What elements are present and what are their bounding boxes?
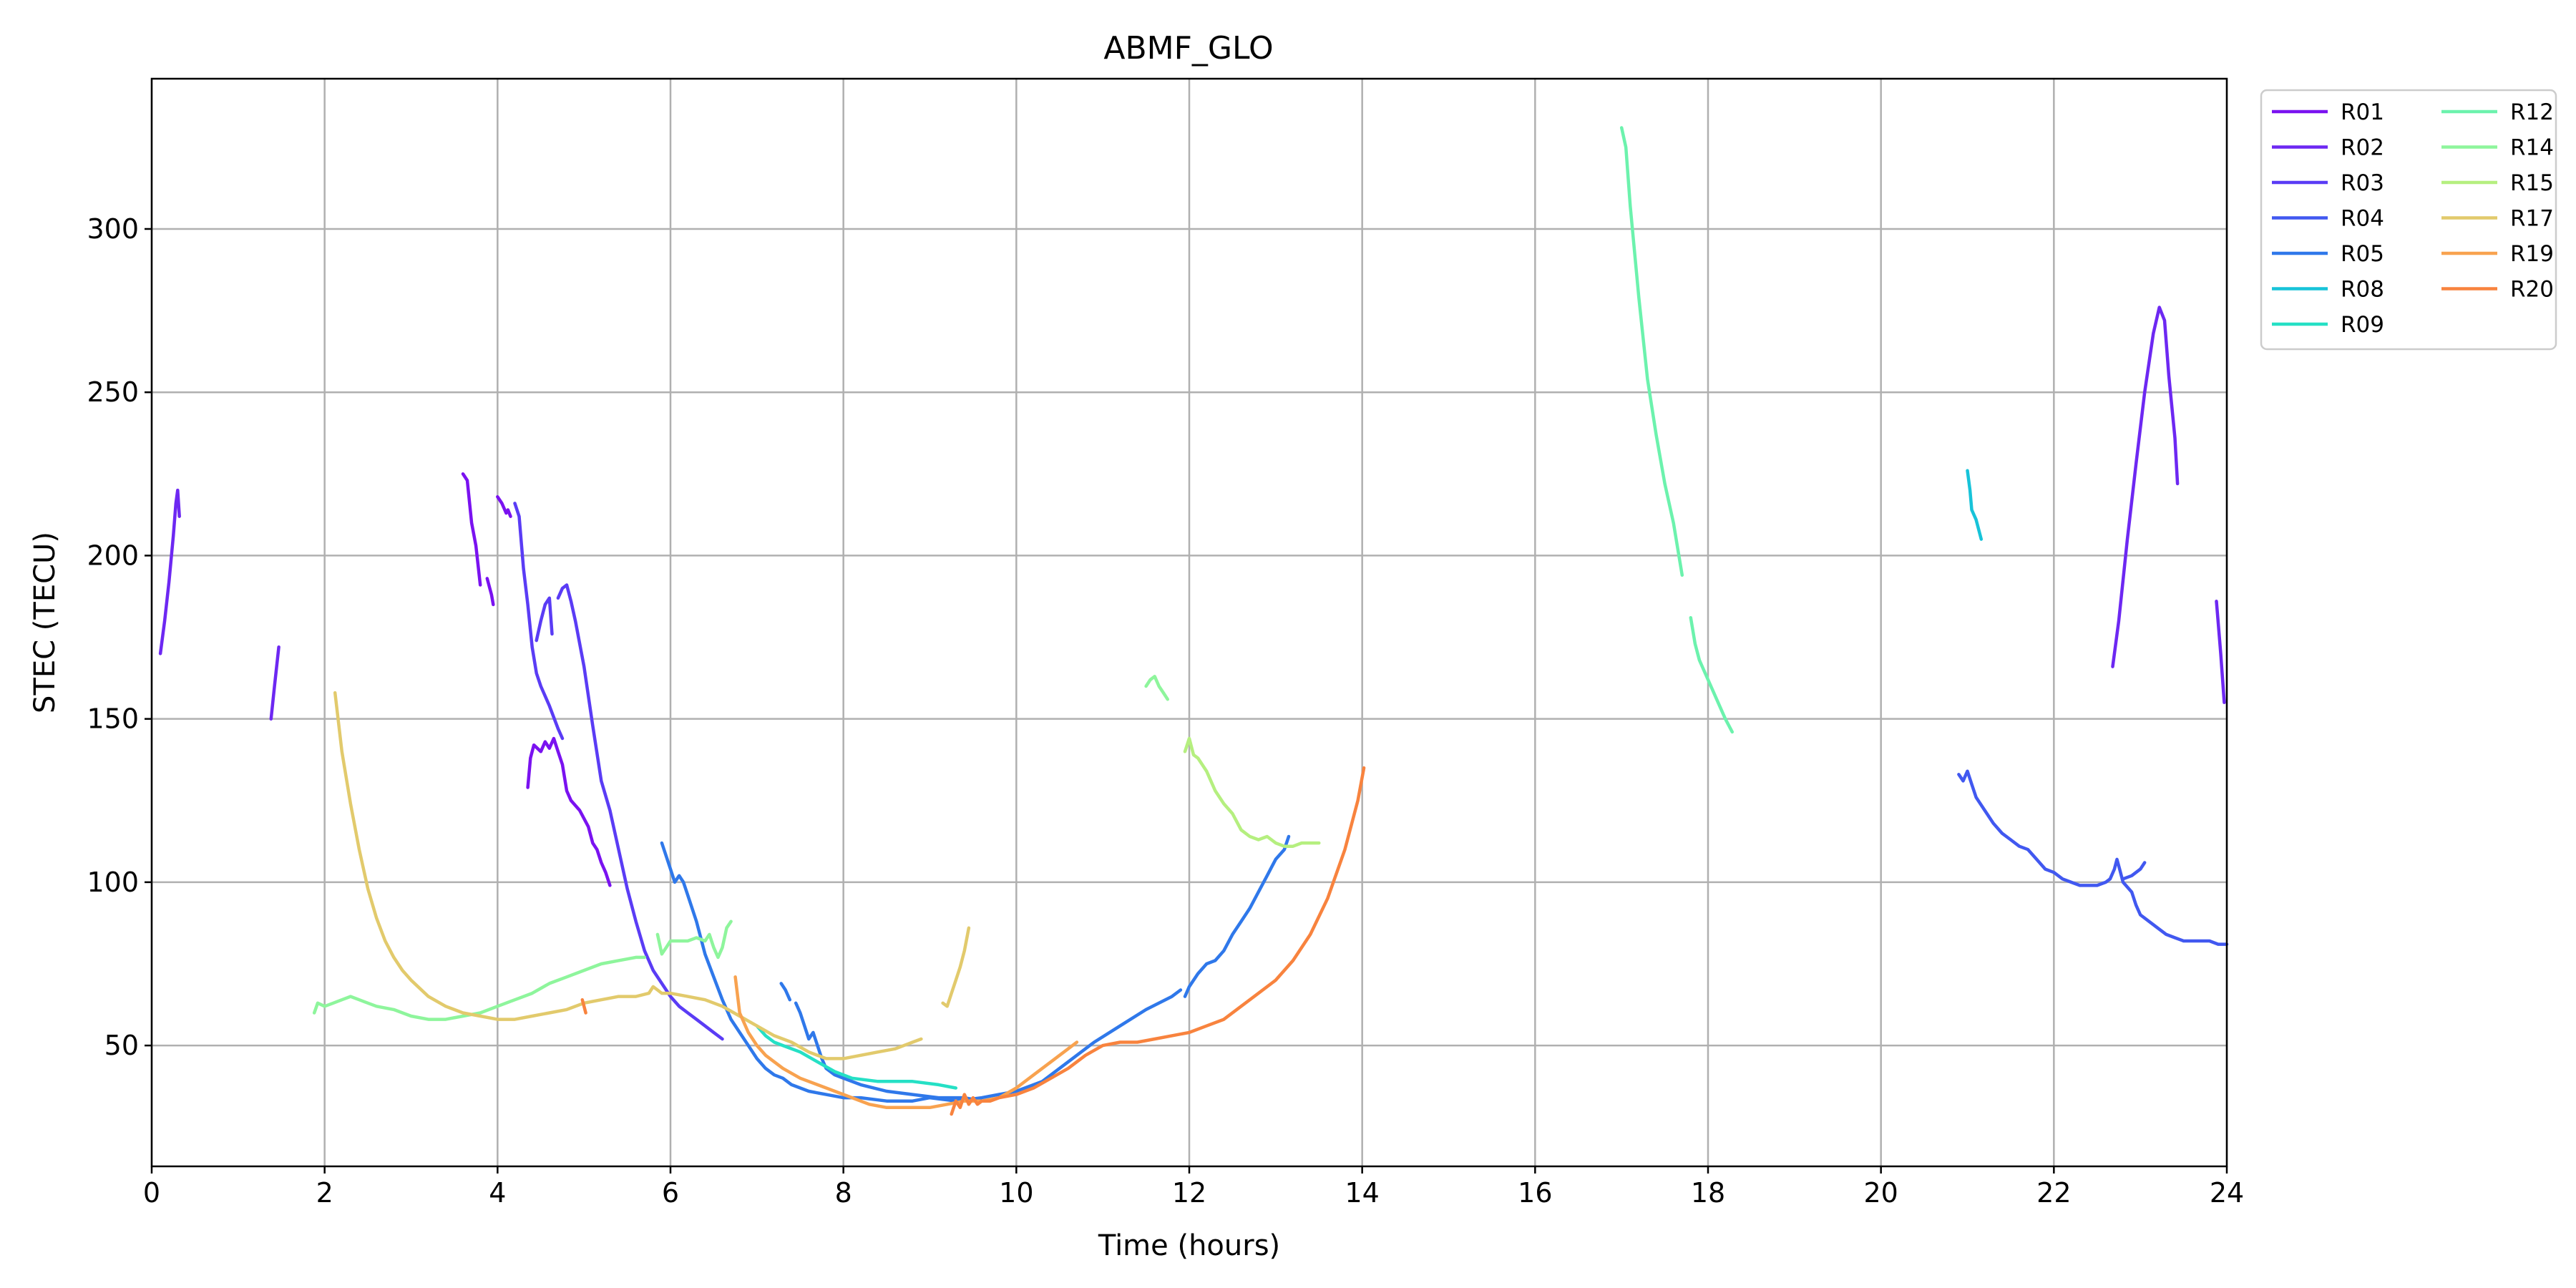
x-axis-ticks: 0 2 4 6 8 10 12 14 16 18 20 22 24 <box>143 1166 2244 1209</box>
legend-item-r02: R02 <box>2272 135 2384 161</box>
series-r03 <box>513 502 724 1041</box>
series-line-segment <box>2111 306 2180 668</box>
legend-item-r14: R14 <box>2441 135 2554 161</box>
x-tick-label: 8 <box>835 1177 852 1209</box>
series-line-segment <box>461 472 482 587</box>
legend-label: R15 <box>2510 170 2554 196</box>
series-line-segment <box>1183 834 1291 998</box>
series-r01 <box>461 472 612 887</box>
legend-item-r09: R09 <box>2272 312 2384 338</box>
x-tick-label: 2 <box>316 1177 333 1209</box>
series-line-segment <box>733 975 1079 1110</box>
series-line-segment <box>1183 736 1321 848</box>
series-line-segment <box>1966 469 1984 541</box>
series-r19 <box>733 975 1079 1110</box>
series-line-segment <box>755 1024 958 1090</box>
series-line-segment <box>333 691 923 1060</box>
series-r08 <box>1966 469 1984 541</box>
x-tick-label: 18 <box>1691 1177 1725 1209</box>
series-r12 <box>1619 126 1735 734</box>
legend-item-r17: R17 <box>2441 206 2554 232</box>
series-line-segment <box>312 955 647 1021</box>
series-line-segment <box>660 841 1183 1103</box>
legend-label: R19 <box>2510 241 2554 267</box>
series-r04 <box>1957 769 2229 946</box>
series-r09 <box>755 1024 958 1090</box>
x-tick-label: 4 <box>489 1177 506 1209</box>
x-tick-label: 6 <box>662 1177 679 1209</box>
series-line-segment <box>158 488 181 655</box>
series-r17 <box>333 691 971 1060</box>
series-r20 <box>580 766 1366 1116</box>
legend: R01 R02 R03 R04 R05 R08 R09 R12 R14 R15 R17 R19 R20 <box>2260 89 2557 351</box>
y-tick-label: 250 <box>87 376 139 408</box>
series-r15 <box>1183 736 1321 848</box>
legend-label: R03 <box>2341 170 2384 196</box>
series-line-segment <box>513 502 565 741</box>
series-r14 <box>312 675 1170 1021</box>
y-axis-ticks: 50 100 150 200 250 300 <box>87 213 152 1061</box>
series-r02 <box>158 306 2226 721</box>
legend-label: R09 <box>2341 312 2384 338</box>
series-line-segment <box>496 495 512 518</box>
y-tick-label: 200 <box>87 540 139 571</box>
series-line-segment <box>485 577 495 607</box>
series-line-segment <box>2215 600 2226 705</box>
legend-item-r01: R01 <box>2272 99 2384 125</box>
series-line-segment <box>1957 769 2229 946</box>
legend-item-r12: R12 <box>2441 99 2554 125</box>
y-tick-label: 150 <box>87 703 139 735</box>
series-line-segment <box>1619 126 1684 577</box>
legend-item-r19: R19 <box>2441 241 2554 267</box>
legend-label: R20 <box>2510 277 2554 303</box>
y-tick-label: 50 <box>104 1030 139 1061</box>
x-tick-label: 0 <box>143 1177 160 1209</box>
x-tick-label: 10 <box>999 1177 1033 1209</box>
legend-item-r03: R03 <box>2272 170 2384 196</box>
x-tick-label: 22 <box>2036 1177 2071 1209</box>
x-tick-label: 12 <box>1172 1177 1206 1209</box>
legend-item-r04: R04 <box>2272 206 2384 232</box>
chart-title: ABMF_GLO <box>1103 30 1273 67</box>
legend-label: R14 <box>2510 135 2554 161</box>
series-line-segment <box>950 766 1366 1116</box>
legend-label: R01 <box>2341 99 2384 125</box>
series-r05 <box>660 834 1291 1103</box>
series-line-segment <box>1689 615 1735 734</box>
legend-label: R05 <box>2341 241 2384 267</box>
legend-label: R12 <box>2510 99 2554 125</box>
series-line-segment <box>535 596 554 643</box>
legend-item-r08: R08 <box>2272 277 2384 303</box>
legend-frame <box>2260 89 2557 351</box>
x-tick-label: 24 <box>2210 1177 2244 1209</box>
series-line-segment <box>941 926 971 1008</box>
series-line-segment <box>794 1001 984 1103</box>
x-axis-label: Time (hours) <box>1098 1229 1280 1262</box>
legend-label: R02 <box>2341 135 2384 161</box>
legend-item-r05: R05 <box>2272 241 2384 267</box>
series-line-segment <box>2121 861 2147 881</box>
y-tick-label: 300 <box>87 213 139 245</box>
series-line-segment <box>655 919 733 960</box>
legend-item-r20: R20 <box>2441 277 2554 303</box>
legend-label: R04 <box>2341 206 2384 232</box>
series-line-segment <box>580 997 587 1015</box>
series-lines <box>158 126 2229 1116</box>
x-tick-label: 20 <box>1863 1177 1898 1209</box>
series-line-segment <box>556 583 724 1041</box>
x-tick-label: 16 <box>1518 1177 1552 1209</box>
legend-label: R17 <box>2510 206 2554 232</box>
series-line-segment <box>526 736 612 887</box>
y-tick-label: 100 <box>87 867 139 898</box>
legend-item-r15: R15 <box>2441 170 2554 196</box>
series-line-segment <box>1144 675 1170 701</box>
series-line-segment <box>779 982 792 1002</box>
legend-label: R08 <box>2341 277 2384 303</box>
y-axis-label: STEC (TECU) <box>29 532 62 713</box>
x-tick-label: 14 <box>1345 1177 1379 1209</box>
series-line-segment <box>269 645 280 721</box>
